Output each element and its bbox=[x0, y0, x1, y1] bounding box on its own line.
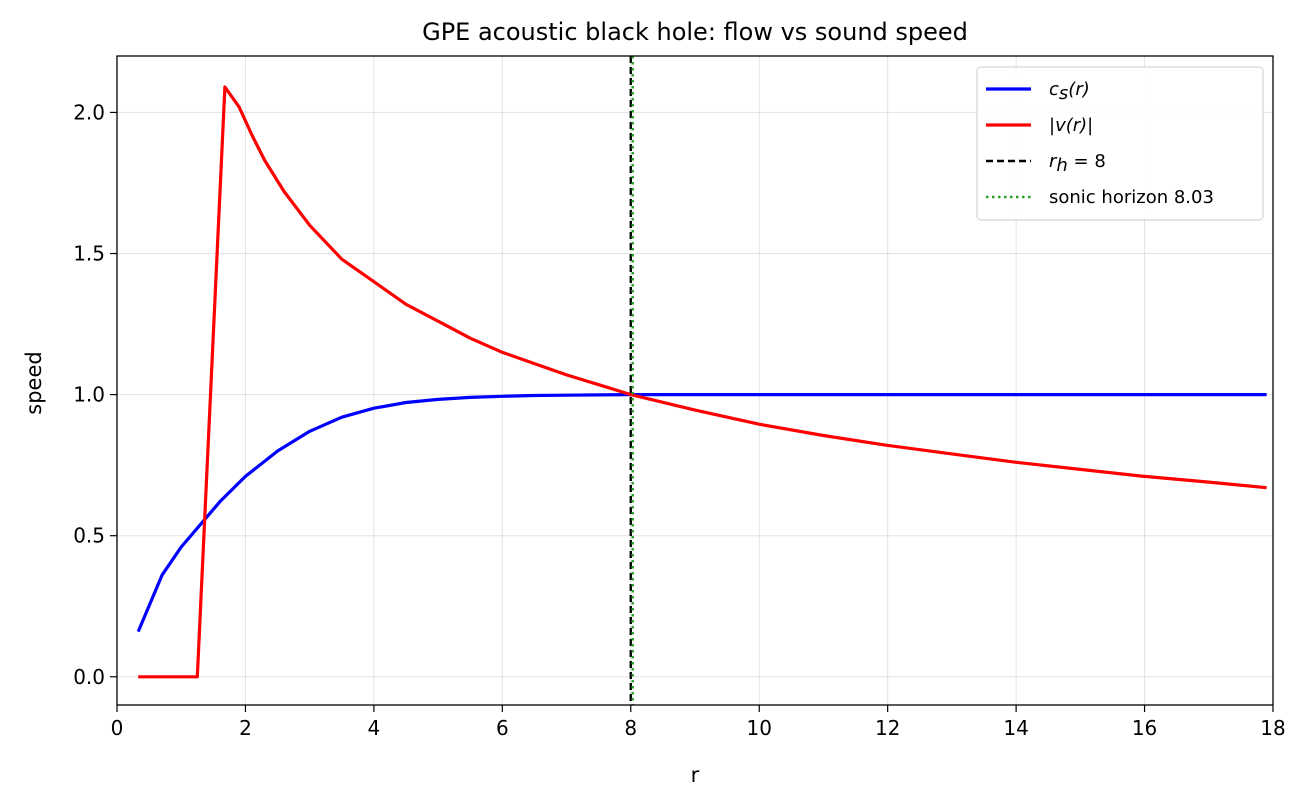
x-tick-label: 14 bbox=[1003, 716, 1028, 740]
legend-label-tail: (r) bbox=[1068, 79, 1089, 100]
y-tick-label: 2.0 bbox=[73, 100, 105, 124]
legend-label-main: r bbox=[1049, 151, 1058, 172]
legend-box bbox=[976, 66, 1264, 221]
lines-layer bbox=[136, 56, 1267, 705]
x-tick-label: 18 bbox=[1260, 716, 1285, 740]
x-tick-label: 16 bbox=[1132, 716, 1157, 740]
y-tick-label: 0.5 bbox=[73, 524, 105, 548]
y-tick-label: 1.0 bbox=[73, 383, 105, 407]
legend-label-sub: s bbox=[1059, 83, 1068, 104]
legend: cs(r) |v(r)| rh = 8 sonic horizon 8.03 bbox=[976, 66, 1264, 221]
x-axis-label: r bbox=[691, 763, 700, 787]
y-tick-label: 0.0 bbox=[73, 665, 105, 689]
ticks-layer: 0 2 4 6 8 10 12 14 16 18 0.0 0.5 1.0 1.5 2.0 bbox=[73, 100, 1286, 740]
x-tick-label: 4 bbox=[368, 716, 381, 740]
plot-frame bbox=[116, 55, 1274, 706]
x-tick-label: 12 bbox=[875, 716, 900, 740]
legend-label-sub: h bbox=[1056, 155, 1067, 176]
x-tick-label: 6 bbox=[496, 716, 509, 740]
x-tick-label: 2 bbox=[239, 716, 252, 740]
legend-label-rh: rh = 8 bbox=[1049, 151, 1106, 176]
series-line-cs bbox=[136, 393, 1267, 633]
series-line-v bbox=[138, 85, 1267, 679]
chart-title: GPE acoustic black hole: flow vs sound s… bbox=[422, 18, 968, 46]
y-tick-label: 1.5 bbox=[73, 242, 105, 266]
legend-label-cs: cs(r) bbox=[1049, 79, 1090, 104]
legend-label-v: |v(r)| bbox=[1049, 115, 1093, 136]
x-tick-label: 10 bbox=[746, 716, 771, 740]
legend-label-tail: = 8 bbox=[1068, 151, 1106, 172]
y-axis-label: speed bbox=[22, 351, 46, 414]
x-tick-label: 8 bbox=[624, 716, 637, 740]
x-tick-label: 0 bbox=[111, 716, 124, 740]
legend-label-sonic: sonic horizon 8.03 bbox=[1049, 187, 1214, 208]
legend-label-main: c bbox=[1049, 79, 1059, 100]
